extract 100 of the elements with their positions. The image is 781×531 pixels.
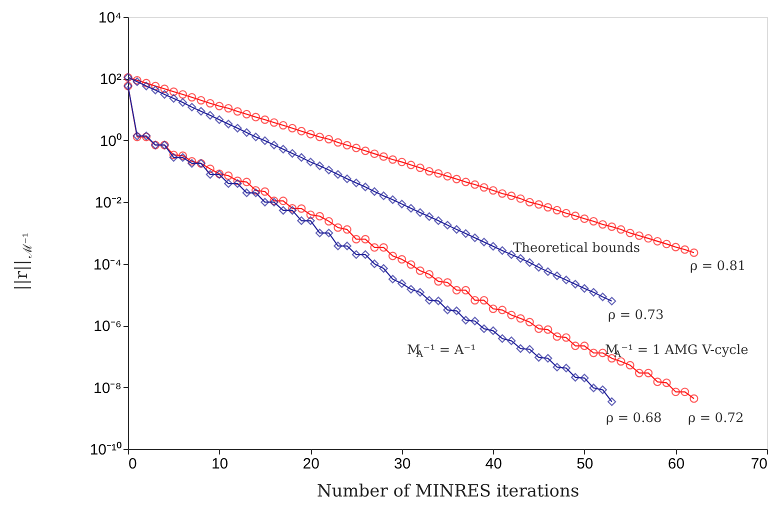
- point: [178, 98, 188, 107]
- point: [242, 128, 251, 137]
- x-tick-label: 50: [576, 456, 594, 472]
- x-tick-label: 70: [750, 456, 768, 472]
- y-tick-label: 10⁴: [98, 10, 122, 26]
- point: [188, 102, 196, 112]
- point: [461, 229, 470, 238]
- point: [498, 334, 507, 343]
- point: [379, 192, 388, 200]
- y-tick-label: 10⁻²: [94, 194, 122, 212]
- y-axis-title: ||r||ℳ⁻¹: [12, 232, 34, 291]
- annotation: Theoretical bounds: [513, 241, 640, 256]
- point: [370, 260, 379, 268]
- point: [608, 397, 616, 406]
- point: [470, 233, 480, 242]
- point: [443, 306, 452, 314]
- point: [461, 316, 470, 324]
- point: [151, 86, 160, 94]
- point: [224, 179, 233, 188]
- x-tick-label: 60: [668, 456, 685, 472]
- point: [260, 136, 270, 146]
- point: [589, 384, 598, 392]
- point: [562, 364, 570, 372]
- point: [534, 353, 544, 362]
- point: [480, 324, 488, 334]
- annotation: ρ = 0.73: [608, 308, 664, 323]
- point: [570, 373, 580, 382]
- point: [297, 153, 306, 162]
- point: [352, 178, 361, 188]
- point: [544, 354, 552, 363]
- point: [498, 246, 507, 255]
- point: [169, 94, 178, 103]
- point: [424, 212, 434, 221]
- point: [570, 280, 580, 288]
- point: [488, 242, 498, 251]
- point: [552, 272, 562, 280]
- x-axis-title: Number of MINRES iterations: [316, 482, 580, 502]
- point: [398, 279, 406, 288]
- point: [306, 158, 315, 166]
- point: [306, 216, 315, 226]
- point: [324, 166, 334, 174]
- point: [251, 132, 260, 142]
- point: [342, 242, 352, 250]
- point: [315, 162, 324, 170]
- point: [270, 140, 278, 150]
- point: [416, 208, 424, 217]
- point: [214, 115, 224, 124]
- point: [608, 296, 616, 306]
- point: [361, 250, 370, 259]
- point: [224, 120, 233, 128]
- point: [160, 90, 169, 99]
- point: [488, 326, 498, 336]
- point: [242, 188, 251, 198]
- point: [480, 238, 488, 246]
- point: [297, 216, 306, 226]
- point: [388, 195, 398, 204]
- point: [398, 200, 406, 208]
- point: [206, 111, 214, 120]
- point: [452, 306, 461, 316]
- point: [260, 198, 270, 206]
- point: [416, 288, 424, 297]
- point: [334, 242, 342, 250]
- point: [580, 374, 589, 382]
- point: [580, 284, 589, 293]
- point: [452, 225, 461, 234]
- point: [379, 264, 388, 273]
- point: [352, 250, 361, 259]
- point: [251, 188, 260, 198]
- point: [233, 179, 242, 188]
- point: [562, 276, 570, 284]
- point: [406, 204, 416, 213]
- y-tick-label: 10²: [100, 71, 122, 88]
- point: [525, 258, 534, 267]
- point: [361, 182, 370, 192]
- point: [334, 170, 342, 179]
- point: [206, 170, 214, 179]
- annotation: ρ = 0.68: [606, 411, 662, 426]
- point: [196, 106, 206, 116]
- point: [169, 153, 178, 162]
- point: [434, 216, 443, 226]
- x-tick-label: 40: [485, 456, 502, 472]
- point: [552, 362, 562, 372]
- point: [470, 316, 480, 326]
- point: [516, 344, 525, 353]
- point: [406, 284, 416, 294]
- point: [507, 336, 516, 346]
- point: [388, 274, 398, 284]
- point: [278, 144, 288, 154]
- point: [434, 296, 443, 306]
- y-tick-label: 10⁻⁸: [93, 380, 122, 397]
- point: [544, 267, 552, 276]
- annotation: ρ = 0.81: [690, 259, 746, 274]
- point: [233, 124, 242, 132]
- y-tick-label: 10⁻⁴: [93, 256, 122, 274]
- point: [342, 174, 352, 184]
- x-tick-label: 0: [128, 456, 137, 472]
- y-tick-label: 10⁻⁶: [94, 318, 122, 336]
- point: [525, 345, 534, 354]
- point: [424, 296, 434, 305]
- x-tick-label: 10: [211, 456, 228, 472]
